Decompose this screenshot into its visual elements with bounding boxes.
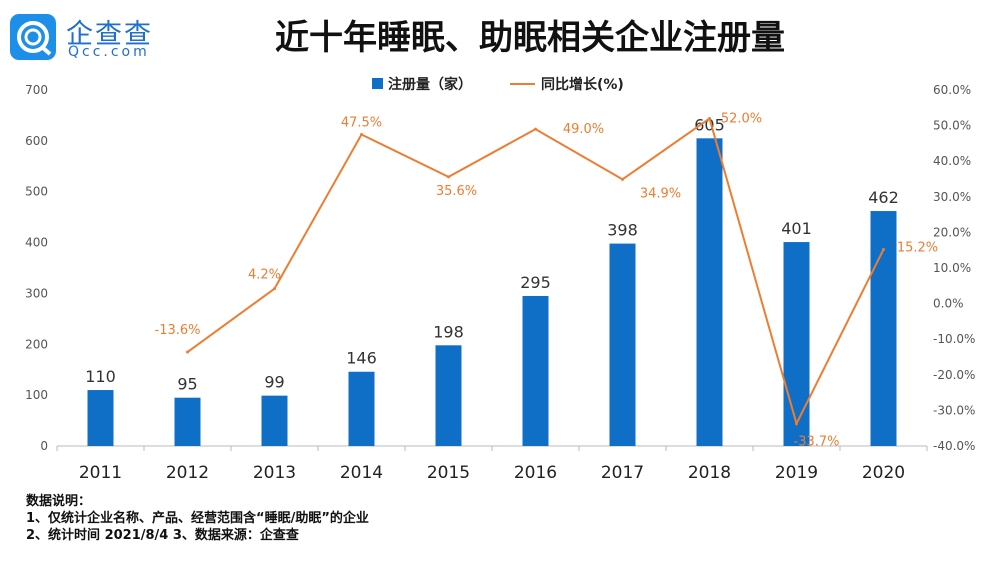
line-label: 47.5% (341, 116, 382, 131)
bar (348, 371, 375, 446)
line-label: 35.6% (436, 184, 477, 199)
notes-heading: 数据说明： (26, 494, 92, 509)
bar (174, 397, 201, 446)
left-tick-label: 700 (25, 83, 48, 97)
right-tick-label: 50.0% (933, 119, 971, 133)
line-label: 4.2% (248, 268, 281, 283)
right-tick-label: 10.0% (933, 261, 971, 275)
bar (783, 242, 810, 446)
left-tick-label: 200 (25, 337, 48, 351)
qcc-logo-icon (10, 14, 56, 60)
x-tick-label: 2011 (79, 463, 122, 483)
x-tick-label: 2013 (253, 463, 296, 483)
x-tick-label: 2018 (688, 463, 731, 483)
bar-label: 110 (85, 367, 116, 386)
right-tick-label: 40.0% (933, 154, 971, 168)
line-point (795, 422, 798, 426)
left-tick-label: 500 (25, 185, 48, 199)
line-point (447, 175, 450, 179)
bar-label: 398 (607, 221, 638, 240)
bar-label: 605 (694, 115, 725, 134)
right-tick-label: -30.0% (933, 403, 975, 417)
bar (870, 211, 897, 446)
line-point (621, 177, 624, 181)
line-label: -13.6% (155, 323, 201, 338)
right-tick-label: -20.0% (933, 368, 975, 382)
note-2: 2、统计时间 2021/8/4 3、数据来源：企查查 (26, 528, 299, 543)
right-tick-label: 20.0% (933, 225, 971, 239)
left-tick-label: 300 (25, 286, 48, 300)
legend-bar-swatch (372, 78, 383, 89)
line-label: 34.9% (640, 186, 681, 201)
bar-label: 462 (868, 188, 899, 207)
chart-title: 近十年睡眠、助眠相关企业注册量 (275, 18, 785, 58)
x-tick-label: 2012 (166, 463, 209, 483)
bar-label: 198 (433, 322, 464, 341)
right-tick-label: 60.0% (933, 83, 971, 97)
left-tick-label: 600 (25, 134, 48, 148)
legend-bar-label: 注册量（家） (388, 76, 472, 93)
legend-line-label: 同比增长(%) (541, 76, 624, 93)
x-tick-label: 2017 (601, 463, 644, 483)
x-tick-label: 2019 (775, 463, 818, 483)
right-tick-label: 30.0% (933, 190, 971, 204)
line-point (534, 127, 537, 131)
right-tick-label: -10.0% (933, 332, 975, 346)
logo-domain: Qcc.com (68, 44, 150, 60)
logo-text: 企查查 (66, 19, 153, 50)
bar-label: 401 (781, 219, 812, 238)
x-tick-label: 2016 (514, 463, 557, 483)
right-tick-label: -40.0% (933, 439, 975, 453)
notes: 数据说明： 1、仅统计企业名称、产品、经营范围含“睡眠/助眠”的企业 2、统计时… (26, 493, 369, 544)
bar-label: 295 (520, 273, 551, 292)
line-label: 49.0% (563, 122, 604, 137)
line-point (708, 116, 711, 120)
bar (87, 390, 114, 446)
bar (435, 345, 462, 446)
x-tick-label: 2020 (862, 463, 905, 483)
note-1: 1、仅统计企业名称、产品、经营范围含“睡眠/助眠”的企业 (26, 511, 369, 526)
right-tick-label: 0.0% (933, 297, 964, 311)
left-tick-label: 100 (25, 388, 48, 402)
bar (696, 138, 723, 447)
bar-label: 95 (177, 375, 197, 394)
x-tick-label: 2014 (340, 463, 383, 483)
line-label: 15.2% (897, 240, 938, 255)
line-point (273, 287, 276, 291)
line-point (360, 133, 363, 136)
bar (261, 395, 288, 446)
line-point (186, 350, 189, 354)
left-tick-label: 0 (40, 439, 48, 453)
x-tick-label: 2015 (427, 463, 470, 483)
bar (522, 295, 549, 446)
bar (609, 243, 636, 446)
bar-label: 99 (264, 373, 284, 392)
line-label: -33.7% (794, 435, 840, 450)
line-label: 52.0% (721, 111, 762, 126)
left-tick-label: 400 (25, 236, 48, 250)
bar-label: 146 (346, 349, 377, 368)
line-point (882, 247, 885, 251)
